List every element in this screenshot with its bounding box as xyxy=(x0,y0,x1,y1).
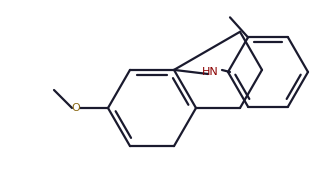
Text: O: O xyxy=(72,103,80,113)
Text: HN: HN xyxy=(202,67,218,77)
